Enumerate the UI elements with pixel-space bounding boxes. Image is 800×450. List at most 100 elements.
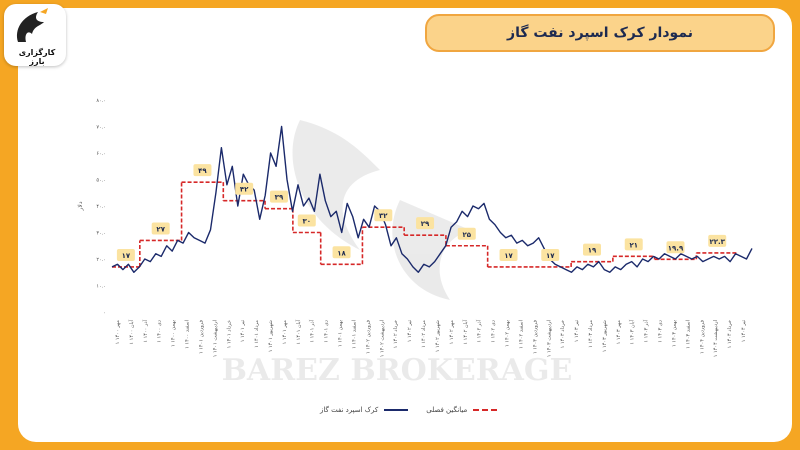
x-tick-label: ۱ دی ۱۴۰۰ xyxy=(157,320,163,343)
x-tick-label: ۱ آبان ۱۴۰۰ xyxy=(128,319,135,344)
x-tick-label: ۱ بهمن ۱۴۰۲ xyxy=(505,320,511,347)
x-tick-label: ۱ تیر ۱۴۰۳ xyxy=(574,319,580,342)
legend-swatch-dash xyxy=(473,409,498,411)
x-tick-label: ۱ اردیبهشت ۱۴۰۱ xyxy=(212,320,218,357)
legend-swatch-line xyxy=(384,409,409,411)
avg-label: ۲۹ xyxy=(421,220,430,228)
x-tick-label: ۱ شهریور ۱۴۰۲ xyxy=(435,320,441,352)
avg-label-box xyxy=(374,209,393,222)
avg-label-box xyxy=(416,217,435,230)
avg-label: ۲۲.۳ xyxy=(709,238,725,246)
x-tick-label: ۱ مهر ۱۴۰۰ xyxy=(115,320,121,345)
x-tick-label: ۱ مهر ۱۴۰۱ xyxy=(282,320,288,345)
logo-text: کارگزاری بارز xyxy=(18,48,56,66)
avg-label-box xyxy=(235,182,254,195)
brand-logo: کارگزاری بارز xyxy=(4,4,66,66)
y-tick-label: ۲۰.۰ xyxy=(96,257,106,263)
avg-label-box xyxy=(116,248,135,261)
x-tick-label: ۱ اردیبهشت ۱۴۰۴ xyxy=(713,320,719,357)
x-tick-label: ۱ آبان ۱۴۰۱ xyxy=(295,319,302,344)
x-tick-label: ۱ دی ۱۴۰۳ xyxy=(658,320,664,343)
chart-legend: کرک اسپرد نفت گاز میانگین فصلی xyxy=(320,402,498,418)
x-tick-label: ۱ مهر ۱۴۰۳ xyxy=(616,320,622,345)
chart-title: نمودار کرک اسپرد نفت گاز xyxy=(507,25,693,41)
watermark-text: BAREZ BROKERAGE xyxy=(222,353,573,388)
x-tick-label: ۱ آذر ۱۴۰۲ xyxy=(476,319,483,342)
avg-label: ۲۵ xyxy=(463,231,472,239)
avg-label: ۱۷ xyxy=(504,252,513,260)
x-tick-label: ۱ مرداد ۱۴۰۲ xyxy=(421,320,427,348)
x-tick-label: ۱ فروردین ۱۴۰۱ xyxy=(198,319,204,354)
avg-label: ۴۹ xyxy=(198,167,207,175)
avg-label-box xyxy=(541,248,560,261)
watermark: BAREZ BROKERAGE xyxy=(222,120,573,388)
legend-item-series: کرک اسپرد نفت گاز xyxy=(320,406,409,414)
x-tick-label: ۱ بهمن ۱۴۰۳ xyxy=(671,320,677,347)
chart-axes: ۰ ۱۰.۰ ۲۰.۰ ۳۰.۰ ۴۰.۰ ۵۰.۰ ۶۰.۰ ۷۰.۰ ۸۰.۰ دلار ۱ م… xyxy=(77,98,747,357)
x-tick-label: ۱ بهمن ۱۴۰۰ xyxy=(171,320,177,347)
x-tick-label: ۱ فروردین ۱۴۰۲ xyxy=(365,319,371,354)
x-tick-label: ۱ آبان ۱۴۰۳ xyxy=(629,319,636,344)
avg-label: ۱۷ xyxy=(546,252,555,260)
x-tick-label: ۱ شهریور ۱۴۰۱ xyxy=(268,320,274,352)
avg-labels: ۱۷ ۲۷ ۴۹ ۴۲ ۳۹ ۳۰ ۱۸ ۳۲ ۲۹ ۲۵ ۱۷ ۱۷ ۱۹ ۲۱ ۱۹.۹ ۲۲.۳ xyxy=(116,164,727,261)
x-tick-label: ۱ تیر ۱۴۰۲ xyxy=(407,319,413,342)
avg-label-box xyxy=(332,246,351,259)
avg-label-box xyxy=(193,164,212,177)
x-tick-label: ۱ آذر ۱۴۰۱ xyxy=(309,319,316,342)
x-tick-label: ۱ تیر ۱۴۰۴ xyxy=(741,319,747,342)
avg-label-box xyxy=(708,234,727,247)
x-tick-label: ۱ شهریور ۱۴۰۳ xyxy=(602,320,608,352)
series-line xyxy=(111,125,753,273)
x-tick-label: ۱ تیر ۱۴۰۱ xyxy=(240,319,246,342)
x-tick-label: ۱ اسفند ۱۴۰۳ xyxy=(685,320,691,349)
x-tick-label: ۱ فروردین ۱۴۰۴ xyxy=(699,319,705,354)
avg-label-box xyxy=(666,241,685,254)
avg-label: ۲۷ xyxy=(156,225,165,233)
x-tick-label: ۱ خرداد ۱۴۰۴ xyxy=(727,320,733,348)
y-tick-label: ۶۰.۰ xyxy=(96,151,106,157)
avg-label: ۱۹ xyxy=(588,247,597,255)
avg-label: ۱۹.۹ xyxy=(668,244,684,252)
y-axis-label: دلار xyxy=(77,201,84,211)
x-tick-label: ۱ آذر ۱۴۰۳ xyxy=(643,319,650,342)
avg-label-box xyxy=(624,238,643,251)
x-tick-label: ۱ اسفند ۱۴۰۱ xyxy=(351,320,357,349)
y-tick-label: ۳۰.۰ xyxy=(96,231,106,237)
x-tick-label: ۱ دی ۱۴۰۲ xyxy=(491,320,497,343)
avg-label: ۲۱ xyxy=(629,241,638,249)
avg-label-box xyxy=(583,243,601,256)
eagle-icon xyxy=(16,8,48,42)
x-tick-label: ۱ دی ۱۴۰۱ xyxy=(324,320,330,343)
chart-title-box: نمودار کرک اسپرد نفت گاز xyxy=(425,14,775,52)
y-tick-label: ۴۰.۰ xyxy=(96,204,106,210)
x-tick-label: ۱ فروردین ۱۴۰۳ xyxy=(532,319,538,354)
avg-label-box xyxy=(297,214,316,227)
y-tick-label: ۵۰.۰ xyxy=(96,178,106,184)
x-tick-label: ۱ آبان ۱۴۰۲ xyxy=(462,319,469,344)
legend-label-series: کرک اسپرد نفت گاز xyxy=(320,406,379,414)
x-tick-label: ۱ خرداد ۱۴۰۲ xyxy=(393,320,399,348)
avg-label-box xyxy=(499,248,518,261)
x-tick-label: ۱ مرداد ۱۴۰۱ xyxy=(254,320,260,348)
x-tick-label: ۱ خرداد ۱۴۰۱ xyxy=(226,320,232,348)
avg-label: ۱۷ xyxy=(122,252,131,260)
legend-item-avg: میانگین فصلی xyxy=(426,406,498,414)
legend-label-avg: میانگین فصلی xyxy=(426,406,468,414)
y-tick-label: ۰ xyxy=(103,310,106,316)
avg-label-box xyxy=(457,227,476,240)
y-tick-label: ۷۰.۰ xyxy=(96,125,106,131)
x-tick-label: ۱ مرداد ۱۴۰۳ xyxy=(588,320,594,348)
x-tick-label: ۱ اسفند ۱۴۰۰ xyxy=(185,320,191,349)
avg-label: ۳۰ xyxy=(303,218,312,226)
y-tick-label: ۸۰.۰ xyxy=(96,98,106,104)
x-tick-label: ۱ بهمن ۱۴۰۱ xyxy=(338,320,344,347)
avg-label: ۳۹ xyxy=(275,194,284,202)
x-tick-label: ۱ خرداد ۱۴۰۳ xyxy=(560,320,566,348)
avg-label: ۳۲ xyxy=(379,212,388,220)
x-tick-label: ۱ اسفند ۱۴۰۲ xyxy=(518,320,524,349)
avg-label: ۴۲ xyxy=(240,186,249,194)
x-tick-label: ۱ اردیبهشت ۱۴۰۲ xyxy=(379,320,385,357)
avg-label-box xyxy=(151,222,170,235)
